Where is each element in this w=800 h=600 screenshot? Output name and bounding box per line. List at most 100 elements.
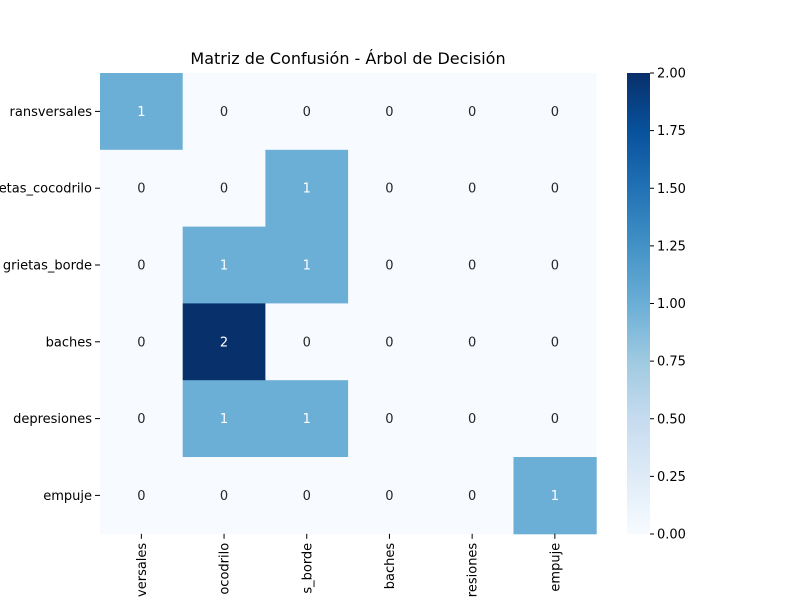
cell-value: 1 xyxy=(303,259,311,274)
heatmap-cell xyxy=(348,380,432,458)
cell-value: 0 xyxy=(551,335,559,350)
heatmap-cell xyxy=(265,149,349,228)
cell-value: 1 xyxy=(551,489,559,504)
heatmap-cell xyxy=(513,380,597,458)
colorbar-tick-label: 1.75 xyxy=(657,124,686,139)
cell-value: 0 xyxy=(137,182,145,197)
colorbar-tick-label: 2.00 xyxy=(657,67,686,82)
x-tick-label: versales xyxy=(135,543,150,597)
heatmap-cell xyxy=(430,303,514,381)
heatmap-cell xyxy=(182,303,266,381)
heatmap-cell xyxy=(265,380,349,458)
heatmap-cell xyxy=(100,226,184,304)
colorbar-tick-label: 1.25 xyxy=(657,239,686,254)
heatmap-cell xyxy=(182,457,266,535)
x-tick-label: resiones xyxy=(466,543,481,598)
y-axis-ticks: ransversales etas_cocodrilo grietas_bordeb… xyxy=(0,105,100,504)
heatmap-cells xyxy=(100,73,597,535)
heatmap-cell xyxy=(182,226,266,304)
heatmap-cell xyxy=(513,73,597,151)
heatmap-cell xyxy=(348,457,432,535)
heatmap-cell xyxy=(430,226,514,304)
cell-value: 0 xyxy=(468,182,476,197)
cell-value: 0 xyxy=(385,182,393,197)
heatmap-cell xyxy=(348,73,432,151)
colorbar-gradient xyxy=(627,73,650,534)
cell-value: 0 xyxy=(137,489,145,504)
cell-value: 0 xyxy=(137,259,145,274)
y-tick-label: baches xyxy=(46,335,93,350)
cell-value: 0 xyxy=(303,335,311,350)
cell-value: 0 xyxy=(220,105,228,120)
cell-value: 0 xyxy=(468,105,476,120)
cell-value: 0 xyxy=(468,412,476,427)
cell-value: 0 xyxy=(303,489,311,504)
heatmap-cell xyxy=(513,457,597,535)
heatmap-cell xyxy=(348,226,432,304)
colorbar-tick-label: 1.00 xyxy=(657,297,686,312)
heatmap-cell xyxy=(100,303,184,381)
y-tick-label: ransversales xyxy=(10,105,93,120)
cell-value: 0 xyxy=(385,412,393,427)
colorbar-tick-label: 1.50 xyxy=(657,182,686,197)
x-tick-label: s_borde xyxy=(300,543,315,594)
cell-value: 0 xyxy=(385,335,393,350)
cell-annotations: 1 0 0 0 0 0 0 0 1 0 0 0 0 1 1 0 0 0 0 2 0 0 0 0 0 1 1 0 0 0 0 0 0 0 0 1 xyxy=(137,105,559,504)
y-tick-label: empuje xyxy=(43,489,92,504)
heatmap-cell xyxy=(430,457,514,535)
heatmap-cell xyxy=(100,149,184,228)
cell-value: 0 xyxy=(468,489,476,504)
cell-value: 0 xyxy=(137,335,145,350)
x-axis-ticks: versales ocodrilo s_borde baches resiones emp… xyxy=(135,533,563,598)
cell-value: 0 xyxy=(220,182,228,197)
cell-value: 0 xyxy=(468,259,476,274)
cell-value: 0 xyxy=(137,412,145,427)
heatmap-cell xyxy=(348,149,432,228)
cell-value: 0 xyxy=(303,105,311,120)
heatmap-cell xyxy=(100,380,184,458)
cell-value: 0 xyxy=(385,259,393,274)
cell-value: 2 xyxy=(220,335,228,350)
heatmap-cell xyxy=(182,73,266,151)
cell-value: 0 xyxy=(385,105,393,120)
heatmap-cell xyxy=(430,149,514,228)
colorbar-tick-label: 0.50 xyxy=(657,412,686,427)
x-tick-label: baches xyxy=(383,543,398,590)
colorbar-tick-label: 0.00 xyxy=(657,528,686,543)
heatmap-cell xyxy=(182,380,266,458)
cell-value: 1 xyxy=(137,105,145,120)
chart-title: Matriz de Confusión - Árbol de Decisión xyxy=(190,49,505,68)
y-tick-label: depresiones xyxy=(13,412,92,427)
heatmap-cell xyxy=(265,457,349,535)
y-tick-label: grietas_borde xyxy=(3,259,92,274)
heatmap-cell xyxy=(265,73,349,151)
colorbar-tick-label: 0.75 xyxy=(657,355,686,370)
heatmap-cell xyxy=(265,226,349,304)
heatmap-cell xyxy=(100,73,184,151)
heatmap-cell xyxy=(182,149,266,228)
x-tick-label: ocodrilo xyxy=(218,543,233,595)
cell-value: 1 xyxy=(220,259,228,274)
heatmap-cell xyxy=(430,73,514,151)
x-tick-label: empuje xyxy=(548,543,563,592)
cell-value: 0 xyxy=(468,335,476,350)
heatmap-cell xyxy=(430,380,514,458)
cell-value: 0 xyxy=(551,182,559,197)
heatmap-cell xyxy=(513,226,597,304)
colorbar-ticks: 0.00 0.25 0.50 0.75 1.00 1.25 1.50 1.75 2.00 xyxy=(650,67,686,543)
cell-value: 0 xyxy=(551,105,559,120)
cell-value: 0 xyxy=(551,412,559,427)
heatmap-cell xyxy=(348,303,432,381)
cell-value: 1 xyxy=(303,412,311,427)
y-tick-label: etas_cocodrilo xyxy=(0,182,92,197)
heatmap-cell xyxy=(265,303,349,381)
cell-value: 1 xyxy=(303,182,311,197)
heatmap-cell xyxy=(100,457,184,535)
cell-value: 0 xyxy=(551,259,559,274)
colorbar-tick-label: 0.25 xyxy=(657,470,686,485)
cell-value: 0 xyxy=(385,489,393,504)
cell-value: 0 xyxy=(220,489,228,504)
colorbar xyxy=(627,73,650,534)
heatmap-cell xyxy=(513,303,597,381)
